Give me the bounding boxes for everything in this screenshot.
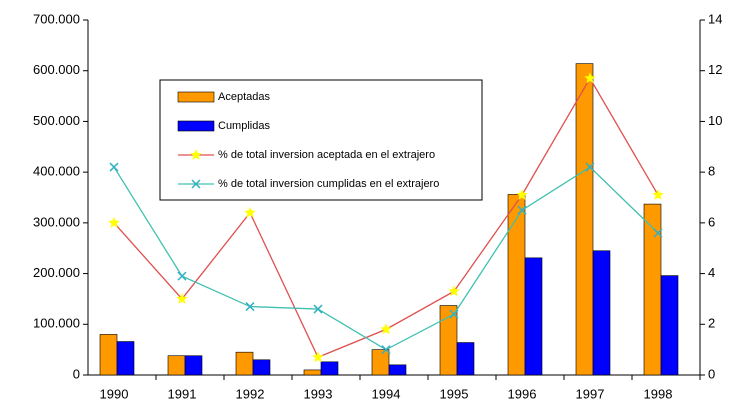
marker [176, 292, 188, 304]
marker [108, 216, 120, 228]
bar [371, 349, 390, 376]
bar [116, 341, 135, 376]
legend-label: % de total inversion cumplidas en el ext… [218, 178, 439, 190]
legend-label: Cumplidas [218, 120, 270, 132]
bar [184, 355, 203, 376]
x-tick-label: 1996 [508, 386, 537, 401]
legend-label: Aceptadas [218, 91, 270, 103]
y2-tick-label: 8 [708, 164, 715, 179]
bar [456, 342, 475, 376]
y2-tick-label: 6 [708, 214, 715, 229]
marker [449, 309, 459, 319]
marker [190, 149, 202, 160]
y-tick-label: 0 [73, 366, 80, 381]
marker [177, 271, 187, 281]
marker [585, 162, 595, 172]
legend-label: % de total inversion aceptada en el extr… [218, 149, 435, 161]
marker [312, 351, 324, 363]
x-tick-label: 1998 [644, 386, 673, 401]
bar [303, 369, 322, 376]
bar [643, 203, 662, 376]
y-tick-label: 600.000 [33, 62, 80, 77]
y2-tick-label: 4 [708, 265, 715, 280]
bar [507, 194, 526, 376]
marker [313, 304, 323, 314]
x-tick-label: 1995 [440, 386, 469, 401]
marker [245, 302, 255, 312]
bar [167, 355, 186, 376]
y2-tick-label: 2 [708, 316, 715, 331]
y-tick-label: 200.000 [33, 265, 80, 280]
bar [235, 351, 254, 376]
bar [592, 250, 611, 376]
y2-tick-label: 10 [708, 113, 722, 128]
y-tick-label: 300.000 [33, 214, 80, 229]
y-tick-label: 500.000 [33, 113, 80, 128]
y-tick-label: 400.000 [33, 164, 80, 179]
marker [109, 162, 119, 172]
marker [380, 323, 392, 335]
marker [517, 205, 527, 215]
marker [584, 72, 596, 84]
legend: Aceptadas Cumplidas % de total inversion a… [159, 79, 483, 201]
y2-tick-label: 14 [708, 11, 722, 26]
legend-swatch [177, 120, 215, 132]
bar [99, 334, 118, 376]
marker [191, 179, 201, 189]
x-tick-label: 1997 [576, 386, 605, 401]
bar [439, 305, 458, 376]
bar [320, 361, 339, 376]
bar [575, 63, 594, 376]
marker [244, 206, 256, 218]
marker [448, 285, 460, 297]
x-tick-label: 1990 [100, 386, 129, 401]
x-tick-label: 1991 [168, 386, 197, 401]
marker [381, 345, 391, 355]
y2-tick-label: 0 [708, 366, 715, 381]
y-tick-label: 700.000 [33, 11, 80, 26]
x-tick-label: 1992 [236, 386, 265, 401]
x-tick-label: 1994 [372, 386, 401, 401]
marker [653, 228, 663, 238]
legend-swatch [177, 91, 215, 103]
y-tick-label: 100.000 [33, 316, 80, 331]
x-tick-label: 1993 [304, 386, 333, 401]
bar [524, 257, 543, 376]
bar [660, 275, 679, 376]
marker [516, 188, 528, 200]
marker [652, 188, 664, 200]
bar [388, 364, 407, 376]
bar [252, 359, 271, 376]
y2-tick-label: 12 [708, 62, 722, 77]
